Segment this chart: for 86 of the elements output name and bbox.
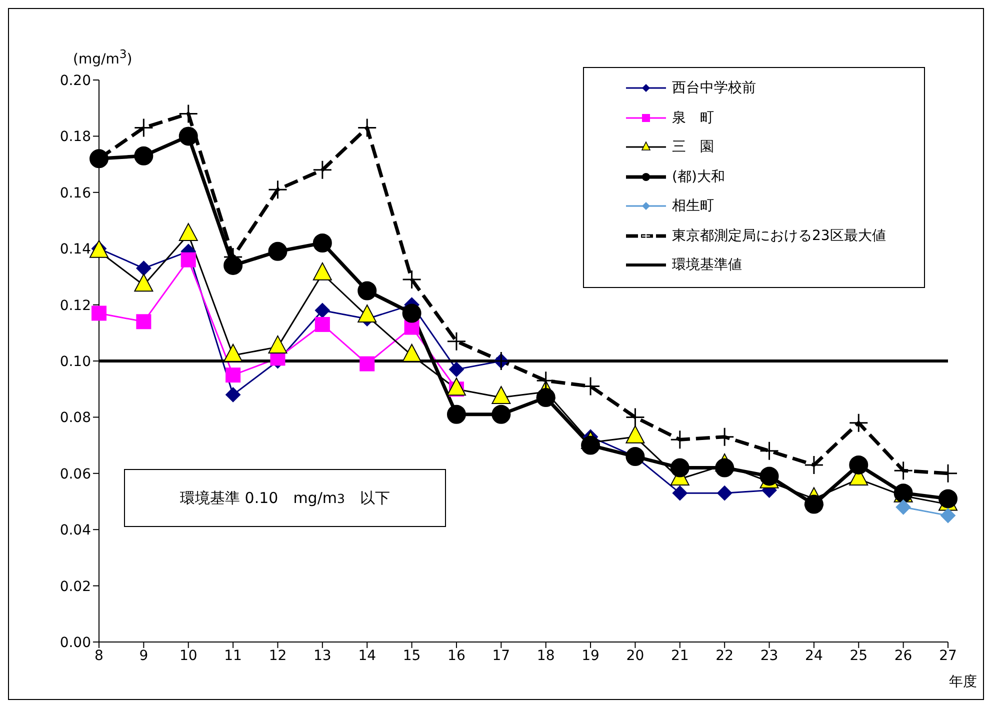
point (938, 489, 958, 508)
x-axis-title: 年度 (949, 673, 977, 691)
x-tick-label: 21 (670, 648, 689, 664)
point (314, 316, 330, 332)
point (314, 302, 330, 318)
y-tick-label: 0.18 (60, 129, 91, 146)
point (358, 281, 377, 300)
point (717, 486, 732, 501)
x-tick-label: 15 (402, 648, 421, 664)
point (670, 458, 690, 478)
point (226, 387, 241, 402)
point (715, 458, 734, 478)
point (672, 486, 688, 501)
legend-label: (都)大和 (671, 168, 726, 186)
x-tick-label: 8 (94, 648, 104, 664)
legend-label: 相生町 (671, 197, 715, 216)
point (134, 118, 154, 138)
x-tick-label: 17 (492, 648, 510, 664)
y-tick-label: 0.08 (60, 410, 91, 426)
point (312, 160, 332, 180)
point (360, 356, 375, 372)
x-tick-label: 24 (805, 648, 823, 664)
x-tick-label: 12 (268, 648, 287, 664)
point (357, 118, 377, 138)
x-tick-label: 18 (536, 648, 555, 664)
x-tick-label: 11 (224, 648, 242, 664)
point (849, 455, 868, 474)
point (312, 233, 332, 252)
x-tick-label: 14 (358, 648, 376, 664)
point (180, 252, 196, 268)
x-tick-label: 19 (582, 648, 600, 664)
x-tick-label: 10 (179, 648, 198, 664)
point (404, 320, 420, 335)
y-tick-label: 0.00 (60, 634, 91, 651)
x-tick-label: 22 (716, 648, 734, 664)
point (492, 404, 511, 424)
point (760, 466, 779, 486)
point (134, 146, 154, 166)
point (894, 460, 914, 480)
point (268, 242, 288, 261)
x-tick-label: 23 (760, 648, 778, 664)
point (625, 407, 645, 427)
point (760, 441, 780, 461)
x-tick-label: 20 (626, 648, 644, 664)
point (581, 436, 600, 455)
point (224, 256, 243, 275)
y-tick-label: 0.04 (60, 522, 92, 539)
x-tick-label: 26 (894, 648, 912, 664)
point (804, 494, 824, 514)
x-tick-label: 13 (314, 648, 332, 664)
point (402, 304, 422, 323)
legend-label: 東京都測定局における23区最大値 (671, 226, 886, 246)
point (136, 314, 152, 330)
x-tick-label: 27 (939, 648, 957, 664)
y-tick-label: 0.14 (60, 242, 92, 258)
point (178, 104, 198, 124)
y-tick-label: 0.02 (60, 578, 91, 595)
point (714, 427, 734, 447)
legend-label: 泉 町 (671, 108, 715, 128)
x-tick-label: 16 (448, 648, 466, 664)
legend-label: 三 園 (671, 138, 715, 157)
point (268, 180, 288, 200)
legend-label: 環境基準値 (671, 256, 743, 275)
point (848, 413, 868, 433)
point (804, 455, 824, 475)
point (92, 306, 106, 321)
point (136, 260, 152, 276)
y-tick-label: 0.10 (60, 354, 91, 370)
legend-label: 西台中学校前 (671, 79, 757, 98)
point (940, 508, 956, 524)
point (446, 404, 466, 424)
x-tick-label: 9 (139, 648, 148, 664)
x-tick-label: 25 (850, 648, 868, 664)
y-tick-label: 0.12 (60, 298, 91, 314)
point (178, 126, 198, 146)
point (446, 332, 466, 352)
y-tick-label: 0.16 (60, 185, 92, 202)
point (226, 368, 241, 383)
point (896, 500, 911, 515)
y-axis-title: (mg/m$^{3}$) (73, 47, 132, 68)
y-tick-label: 0.20 (60, 72, 91, 89)
point (402, 270, 422, 290)
point (536, 388, 556, 408)
point (536, 370, 556, 390)
y-tick-label: 0.06 (60, 466, 92, 482)
point (448, 362, 464, 377)
